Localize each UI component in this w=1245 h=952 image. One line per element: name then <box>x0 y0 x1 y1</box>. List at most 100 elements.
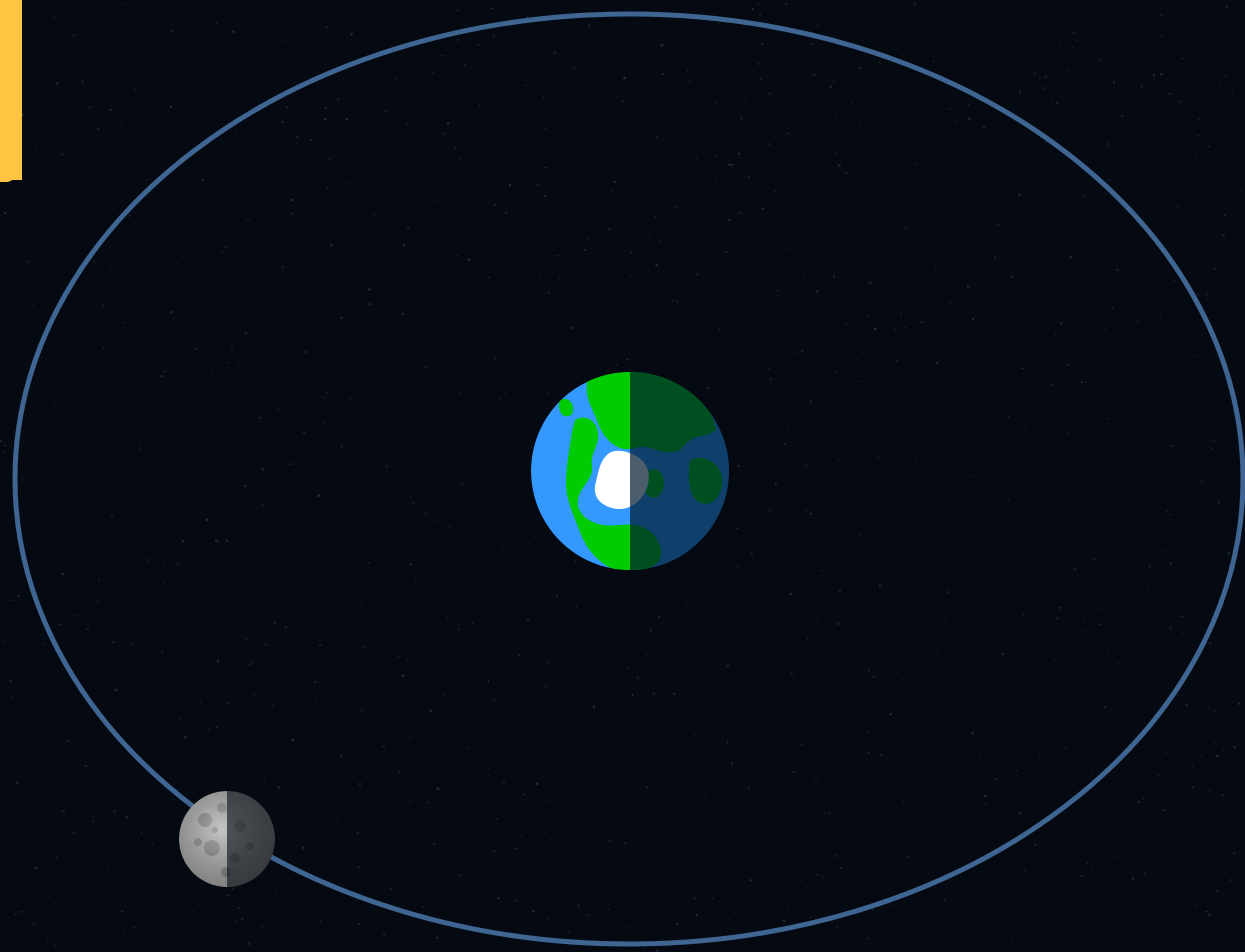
star-speckle <box>748 787 750 790</box>
star-speckle <box>1116 794 1119 796</box>
star-speckle <box>596 824 598 826</box>
star-speckle <box>982 508 984 511</box>
star-speckle <box>302 846 305 849</box>
star-speckle <box>215 383 217 385</box>
star-speckle <box>866 731 870 734</box>
star-speckle <box>547 291 551 295</box>
star-speckle <box>952 383 954 386</box>
star-speckle <box>1056 102 1059 105</box>
star-speckle <box>1012 527 1014 529</box>
star-speckle <box>415 285 417 287</box>
star-speckle <box>120 910 124 913</box>
star-speckle <box>603 666 605 668</box>
star-speckle <box>913 786 915 788</box>
star-speckle <box>826 264 829 266</box>
star-speckle <box>675 206 679 208</box>
star-speckle <box>412 502 415 505</box>
star-speckle <box>1206 245 1210 247</box>
star-speckle <box>644 267 647 270</box>
star-speckle <box>53 91 56 94</box>
star-speckle <box>406 659 408 662</box>
star-speckle <box>737 152 741 155</box>
star-speckle <box>750 553 753 555</box>
star-speckle <box>1002 180 1004 182</box>
star-speckle <box>647 233 650 236</box>
star-speckle <box>1054 666 1056 669</box>
star-speckle <box>137 500 139 502</box>
star-speckle <box>902 800 905 803</box>
star-speckle <box>363 645 366 648</box>
star-speckle <box>394 77 397 80</box>
star-speckle <box>837 459 841 461</box>
star-speckle <box>418 803 421 805</box>
star-speckle <box>1149 210 1151 213</box>
star-speckle <box>247 942 251 945</box>
star-speckle <box>1160 35 1163 37</box>
star-speckle <box>528 542 531 545</box>
star-speckle <box>389 888 393 891</box>
star-speckle <box>1213 551 1216 554</box>
star-speckle <box>367 562 371 564</box>
star-speckle <box>1146 171 1148 174</box>
star-speckle <box>822 875 826 878</box>
star-speckle <box>564 550 567 552</box>
star-speckle <box>1191 764 1195 767</box>
star-speckle <box>518 654 521 657</box>
star-speckle <box>226 702 230 705</box>
star-speckle <box>1208 790 1212 792</box>
star-speckle <box>1212 440 1215 442</box>
star-speckle <box>1104 192 1106 194</box>
star-speckle <box>972 474 975 477</box>
star-speckle <box>693 897 696 900</box>
star-speckle <box>1161 549 1164 551</box>
star-speckle <box>608 228 610 231</box>
star-speckle <box>106 866 109 868</box>
star-speckle <box>111 641 115 643</box>
star-speckle <box>494 203 497 206</box>
star-speckle <box>845 172 848 174</box>
star-speckle <box>944 899 947 902</box>
star-speckle <box>137 444 141 446</box>
star-speckle <box>820 570 823 572</box>
star-speckle <box>358 782 362 786</box>
star-speckle <box>687 69 689 72</box>
star-speckle <box>134 87 136 90</box>
star-speckle <box>622 100 625 102</box>
star-speckle <box>860 380 863 382</box>
star-speckle <box>1155 272 1157 274</box>
star-speckle <box>726 918 730 920</box>
star-speckle <box>232 30 235 33</box>
star-speckle <box>443 694 446 697</box>
star-speckle <box>593 295 595 297</box>
star-speckle <box>1142 798 1144 800</box>
star-speckle <box>146 179 148 181</box>
star-speckle <box>1200 480 1203 483</box>
star-speckle <box>1086 861 1089 864</box>
star-speckle <box>948 302 952 304</box>
star-speckle <box>1203 841 1206 844</box>
star-speckle <box>623 77 626 80</box>
star-speckle <box>427 801 429 804</box>
star-speckle <box>868 669 870 672</box>
star-speckle <box>1113 81 1115 84</box>
star-speckle <box>615 364 618 366</box>
star-speckle <box>128 214 131 217</box>
star-speckle <box>839 867 843 869</box>
star-speckle <box>970 441 973 443</box>
star-speckle <box>1168 92 1171 95</box>
star-speckle <box>707 386 709 389</box>
star-speckle <box>955 121 958 123</box>
star-speckle <box>1238 702 1241 705</box>
star-speckle <box>1175 71 1177 73</box>
star-speckle <box>230 904 234 907</box>
star-speckle <box>93 261 96 263</box>
earth-icon <box>531 372 729 570</box>
star-speckle <box>811 43 815 45</box>
star-speckle <box>454 147 457 150</box>
star-speckle <box>543 194 547 197</box>
star-speckle <box>706 387 709 390</box>
star-speckle <box>1160 13 1163 16</box>
star-speckle <box>244 332 248 334</box>
star-speckle <box>6 511 9 514</box>
star-speckle <box>769 378 772 380</box>
